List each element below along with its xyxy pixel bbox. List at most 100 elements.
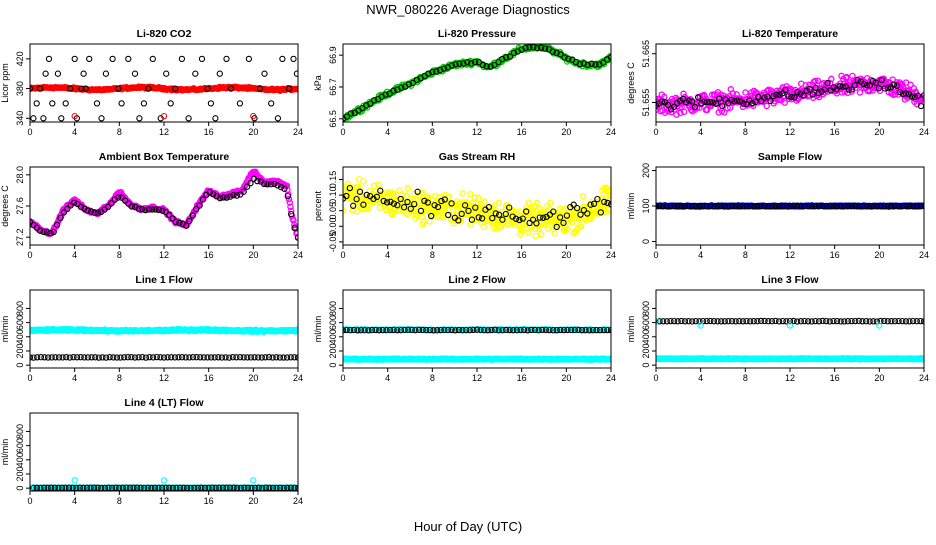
data-point xyxy=(343,192,350,200)
panel-ylabel: degrees C xyxy=(626,62,636,104)
data-point xyxy=(343,207,347,214)
data-point xyxy=(667,317,674,325)
data-point xyxy=(207,100,215,107)
data-point xyxy=(607,201,611,208)
data-point xyxy=(564,326,571,334)
data-point xyxy=(890,81,898,88)
series-3 xyxy=(30,477,257,491)
data-point xyxy=(30,115,37,122)
data-point xyxy=(828,75,835,83)
data-point xyxy=(920,94,924,102)
x-tick-label: 24 xyxy=(293,373,303,383)
data-point xyxy=(403,192,410,199)
series-1 xyxy=(30,83,298,94)
data-point xyxy=(495,327,502,334)
data-point xyxy=(843,73,850,81)
data-point xyxy=(346,184,353,192)
data-point xyxy=(42,70,49,77)
panel-title: Line 1 Flow xyxy=(135,274,193,286)
data-point xyxy=(551,230,558,237)
data-point xyxy=(800,92,807,99)
data-point xyxy=(866,318,873,325)
x-tick-label: 0 xyxy=(340,127,345,137)
x-tick-label: 4 xyxy=(698,250,703,260)
data-point xyxy=(499,55,506,63)
data-point xyxy=(130,484,137,491)
data-point xyxy=(663,202,671,210)
y-tick-label: 200 xyxy=(641,163,651,178)
y-tick-label: 200 xyxy=(641,343,651,358)
data-point xyxy=(93,100,101,107)
panel-title: Li-820 Pressure xyxy=(438,28,516,40)
data-point xyxy=(703,202,710,210)
data-point xyxy=(464,59,471,66)
data-point xyxy=(405,326,412,334)
data-point xyxy=(470,326,477,334)
data-point xyxy=(180,484,187,491)
x-tick-label: 20 xyxy=(874,373,884,383)
panel-ylabel: ml/min xyxy=(313,316,323,343)
data-point xyxy=(692,202,699,210)
x-tick-label: 12 xyxy=(472,127,482,137)
x-tick-label: 4 xyxy=(72,127,77,137)
data-point xyxy=(69,484,76,491)
data-point xyxy=(95,354,102,361)
x-tick-label: 8 xyxy=(743,373,748,383)
data-point xyxy=(475,214,482,221)
data-point xyxy=(128,203,135,210)
data-point xyxy=(592,61,599,68)
data-point xyxy=(274,115,282,122)
data-point xyxy=(419,326,426,334)
data-point xyxy=(678,317,685,325)
data-point xyxy=(781,99,788,106)
data-point xyxy=(264,181,271,188)
data-point xyxy=(533,220,540,227)
data-point xyxy=(553,49,560,57)
data-point xyxy=(87,208,95,215)
data-point xyxy=(382,91,389,98)
data-point xyxy=(844,202,852,210)
data-point xyxy=(888,202,895,210)
panel-ylabel: degrees C xyxy=(0,185,10,227)
data-point xyxy=(710,99,717,106)
data-point xyxy=(852,317,859,325)
data-point xyxy=(179,220,186,227)
data-point xyxy=(462,326,470,334)
data-point xyxy=(43,229,51,236)
data-point xyxy=(441,326,448,334)
data-point xyxy=(468,60,475,67)
data-point xyxy=(30,484,34,491)
data-point xyxy=(590,200,598,207)
data-point xyxy=(262,484,269,491)
data-point xyxy=(584,210,591,217)
data-point xyxy=(291,354,298,361)
data-point xyxy=(466,327,473,334)
data-point xyxy=(256,85,264,92)
figure-title: NWR_080226 Average Diagnostics xyxy=(366,2,570,17)
data-point xyxy=(145,85,152,92)
data-point xyxy=(484,327,492,334)
data-point xyxy=(519,215,526,222)
data-point xyxy=(148,206,156,213)
data-point xyxy=(754,318,761,325)
data-point xyxy=(576,60,584,68)
data-point xyxy=(663,318,671,325)
data-point xyxy=(891,318,899,325)
data-point xyxy=(763,102,770,110)
data-point xyxy=(215,354,222,361)
data-point xyxy=(806,85,813,93)
data-point xyxy=(293,70,298,77)
data-point xyxy=(386,90,393,97)
x-tick-label: 12 xyxy=(785,373,795,383)
data-point xyxy=(360,201,367,208)
data-point xyxy=(284,192,291,200)
data-point xyxy=(718,318,725,325)
data-point xyxy=(135,354,142,361)
data-point xyxy=(477,326,484,334)
y-tick-label: 340 xyxy=(15,111,25,126)
data-point xyxy=(499,216,506,223)
data-point xyxy=(506,53,514,60)
data-point xyxy=(786,322,794,329)
